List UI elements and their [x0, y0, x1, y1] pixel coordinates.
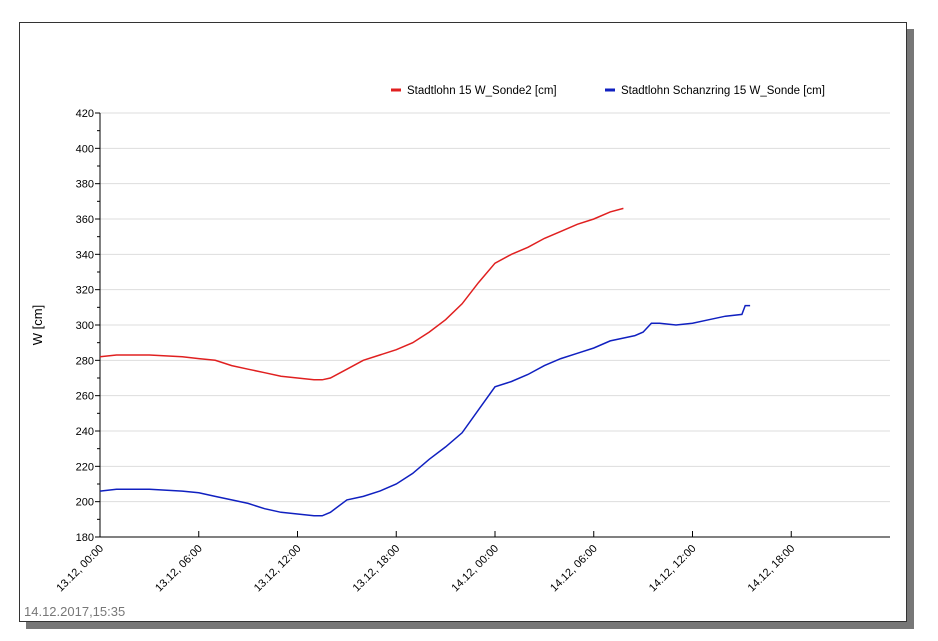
chart-frame: 180 200 220 240 260 280 300 320 340 360 380 400 420 1…	[19, 22, 907, 622]
y-tick-label: 360	[76, 214, 94, 226]
x-tick-label: 14.12, 18:00	[746, 543, 798, 595]
y-tick-label: 320	[76, 285, 94, 297]
x-tick-label: 14.12, 00:00	[449, 543, 501, 595]
series-line	[99, 304, 751, 517]
line-chart: 180 200 220 240 260 280 300 320 340 360 380 400 420 1…	[30, 85, 890, 595]
y-tick-label: 340	[76, 249, 94, 261]
y-tick-label: 300	[76, 320, 94, 332]
x-tick-label: 13.12, 12:00	[252, 543, 304, 595]
x-tick-label: 13.12, 00:00	[54, 543, 106, 595]
y-tick-label: 280	[76, 355, 94, 367]
y-tick-label: 220	[76, 461, 94, 473]
y-tick-label: 180	[76, 532, 94, 544]
y-tick-label: 240	[76, 426, 94, 438]
legend-label: Stadtlohn 15 W_Sonde2 [cm]	[407, 85, 557, 97]
y-axis-label: W [cm]	[30, 305, 45, 345]
x-tick-label: 13.12, 06:00	[153, 543, 205, 595]
timestamp: 14.12.2017,15:35	[24, 604, 126, 619]
y-tick-label: 200	[76, 497, 94, 509]
legend-label: Stadtlohn Schanzring 15 W_Sonde [cm]	[621, 85, 825, 97]
y-tick-label: 420	[76, 108, 94, 120]
series-line	[99, 207, 624, 381]
x-tick-label: 14.12, 06:00	[548, 543, 600, 595]
x-tick-label: 13.12, 18:00	[351, 543, 403, 595]
y-tick-label: 260	[76, 391, 94, 403]
y-tick-label: 400	[76, 143, 94, 155]
y-tick-label: 380	[76, 179, 94, 191]
x-tick-label: 14.12, 12:00	[647, 543, 699, 595]
